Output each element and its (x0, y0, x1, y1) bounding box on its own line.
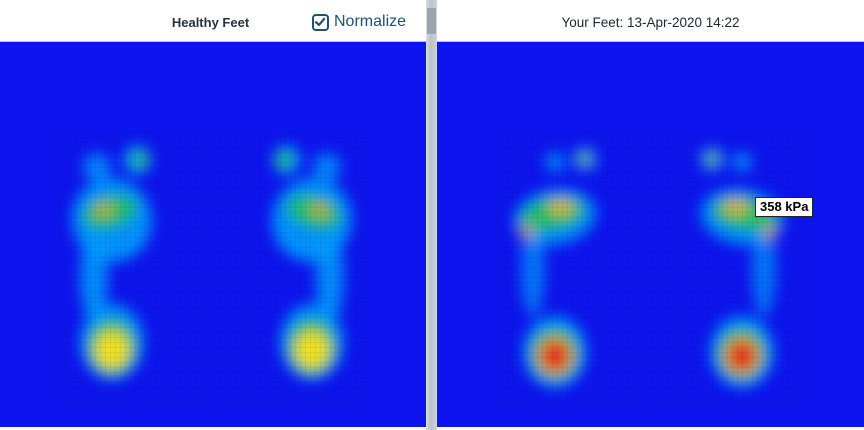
panel-splitter[interactable] (426, 0, 437, 430)
normalize-label[interactable]: Normalize (334, 13, 407, 30)
healthy-feet-heatmap (0, 42, 426, 427)
panel-header: Your Feet: 13-Apr-2020 14:22 (437, 0, 864, 42)
your-feet-panel: Your Feet: 13-Apr-2020 14:22 358 kPa (437, 0, 864, 430)
normalize-checkbox[interactable]: Normalize (312, 10, 406, 34)
pressure-map-yours (437, 42, 864, 427)
pressure-tooltip: 358 kPa (755, 197, 814, 217)
panel-header: Healthy Feet Normalize (0, 0, 426, 42)
healthy-feet-panel: Healthy Feet Normalize (0, 0, 426, 430)
healthy-feet-title: Healthy Feet (171, 15, 250, 30)
pressure-map-healthy (0, 42, 426, 427)
your-feet-title: Your Feet: 13-Apr-2020 14:22 (561, 15, 740, 30)
splitter-handle-icon[interactable] (427, 8, 436, 34)
your-feet-heatmap (437, 42, 864, 427)
checkbox-checked-icon[interactable] (312, 13, 329, 31)
